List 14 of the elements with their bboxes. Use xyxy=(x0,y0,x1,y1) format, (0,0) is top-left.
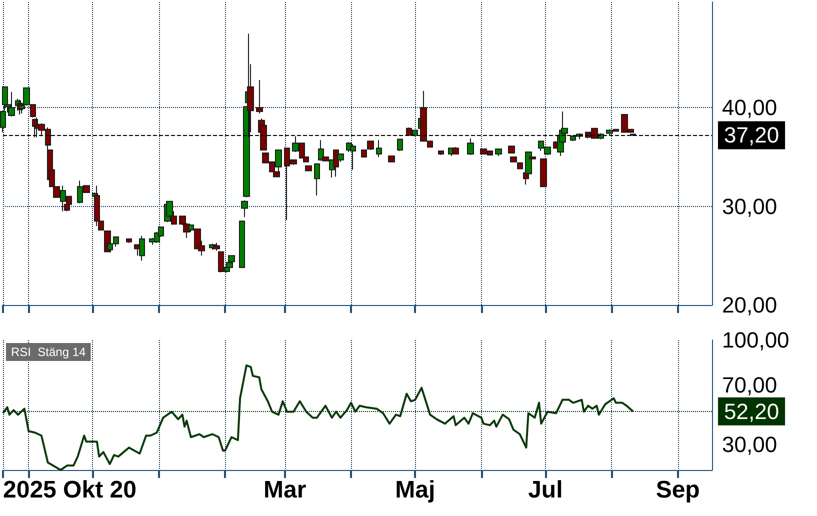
y-tick-label: 20,00 xyxy=(722,292,778,318)
ref-line-label: 37,20 xyxy=(724,122,780,148)
x-tick-label: Maj xyxy=(395,476,436,504)
y-tick-label: 70,00 xyxy=(722,372,778,398)
x-tick-label: Mar xyxy=(264,476,306,504)
y-tick-label: 30,00 xyxy=(722,194,778,219)
x-tick-label: 2025 Okt 20 xyxy=(3,476,136,504)
ref-line-label: 52,20 xyxy=(724,398,780,424)
x-tick-label: Jul xyxy=(528,476,563,504)
y-tick-label: 100,00 xyxy=(722,328,790,352)
chart-title: RSI Stäng 14 xyxy=(11,345,86,359)
y-tick-label: 40,00 xyxy=(722,95,778,120)
y-tick-label: 30,00 xyxy=(722,432,778,458)
x-tick-label: Sep xyxy=(656,476,700,504)
